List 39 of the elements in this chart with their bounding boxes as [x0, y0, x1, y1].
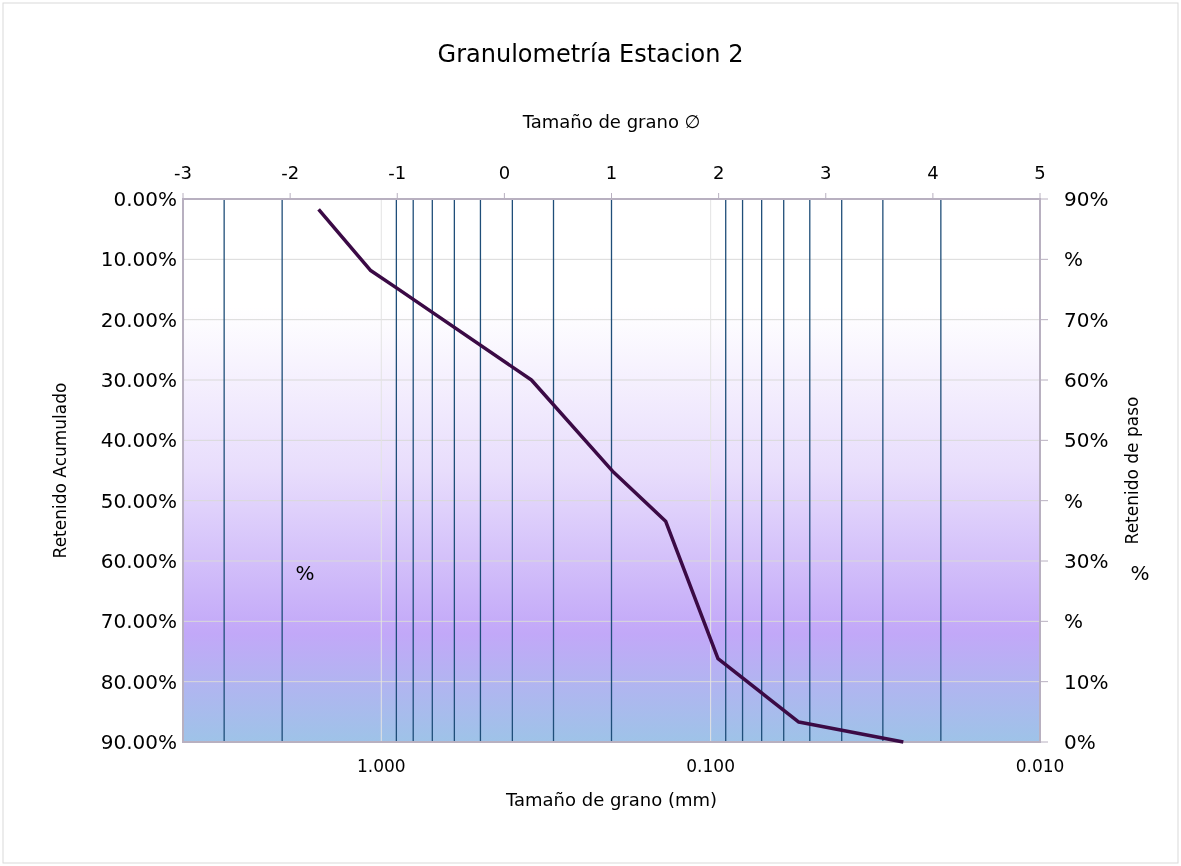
x2-tick-label: 5: [1034, 162, 1046, 183]
x-tick-label: 0.010: [1015, 756, 1065, 776]
x2-axis-title: Tamaño de grano ∅: [521, 111, 701, 132]
x2-tick-label: 1: [605, 162, 618, 183]
x2-tick-label: 4: [927, 162, 939, 183]
y-tick-label: 80.00%: [100, 669, 177, 694]
y2-tick-label: 60%: [1064, 368, 1109, 392]
y-axis-title: Retenido Acumulado: [50, 382, 70, 559]
y-tick-label: 70.00%: [100, 609, 177, 634]
y2-tick-label: %: [1064, 609, 1084, 634]
chart-title: Granulometría Estacion 2: [437, 40, 744, 68]
y2-tick-label: %: [1064, 247, 1084, 272]
y2-tick-label: %: [1064, 488, 1084, 513]
x-tick-label: 0.100: [686, 756, 735, 776]
x2-tick-label: -2: [281, 162, 300, 183]
text: %: [1130, 561, 1150, 585]
y-tick-label: 20.00%: [100, 307, 177, 332]
y-tick-label: 0.00%: [113, 187, 177, 211]
y2-tick-label: 0%: [1064, 730, 1096, 754]
x-axis-title: Tamaño de grano (mm): [504, 789, 718, 810]
x2-tick-label: 2: [712, 162, 725, 183]
y2-tick-label: 90%: [1064, 187, 1109, 211]
y-tick-label: 30.00%: [100, 368, 177, 392]
x2-tick-label: -3: [174, 162, 192, 183]
x2-tick-label: 0: [498, 162, 511, 183]
y-tick-label: 60.00%: [100, 549, 177, 573]
y2-tick-label: 30%: [1064, 549, 1109, 573]
y2-tick-label: 50%: [1064, 428, 1109, 453]
x2-tick-label: 3: [820, 162, 832, 183]
y2-axis-title: Retenido de paso: [1122, 396, 1142, 545]
x2-tick-label: -1: [388, 162, 407, 183]
y2-tick-label: 70%: [1064, 307, 1109, 332]
y2-tick-label: 10%: [1064, 669, 1109, 694]
annotation: %: [295, 561, 315, 585]
y-tick-label: 40.00%: [100, 428, 177, 453]
x-tick-label: 1.000: [356, 756, 406, 776]
y-tick-label: 90.00%: [100, 730, 177, 754]
y-tick-label: 50.00%: [100, 488, 177, 513]
y-tick-label: 10.00%: [100, 247, 177, 272]
